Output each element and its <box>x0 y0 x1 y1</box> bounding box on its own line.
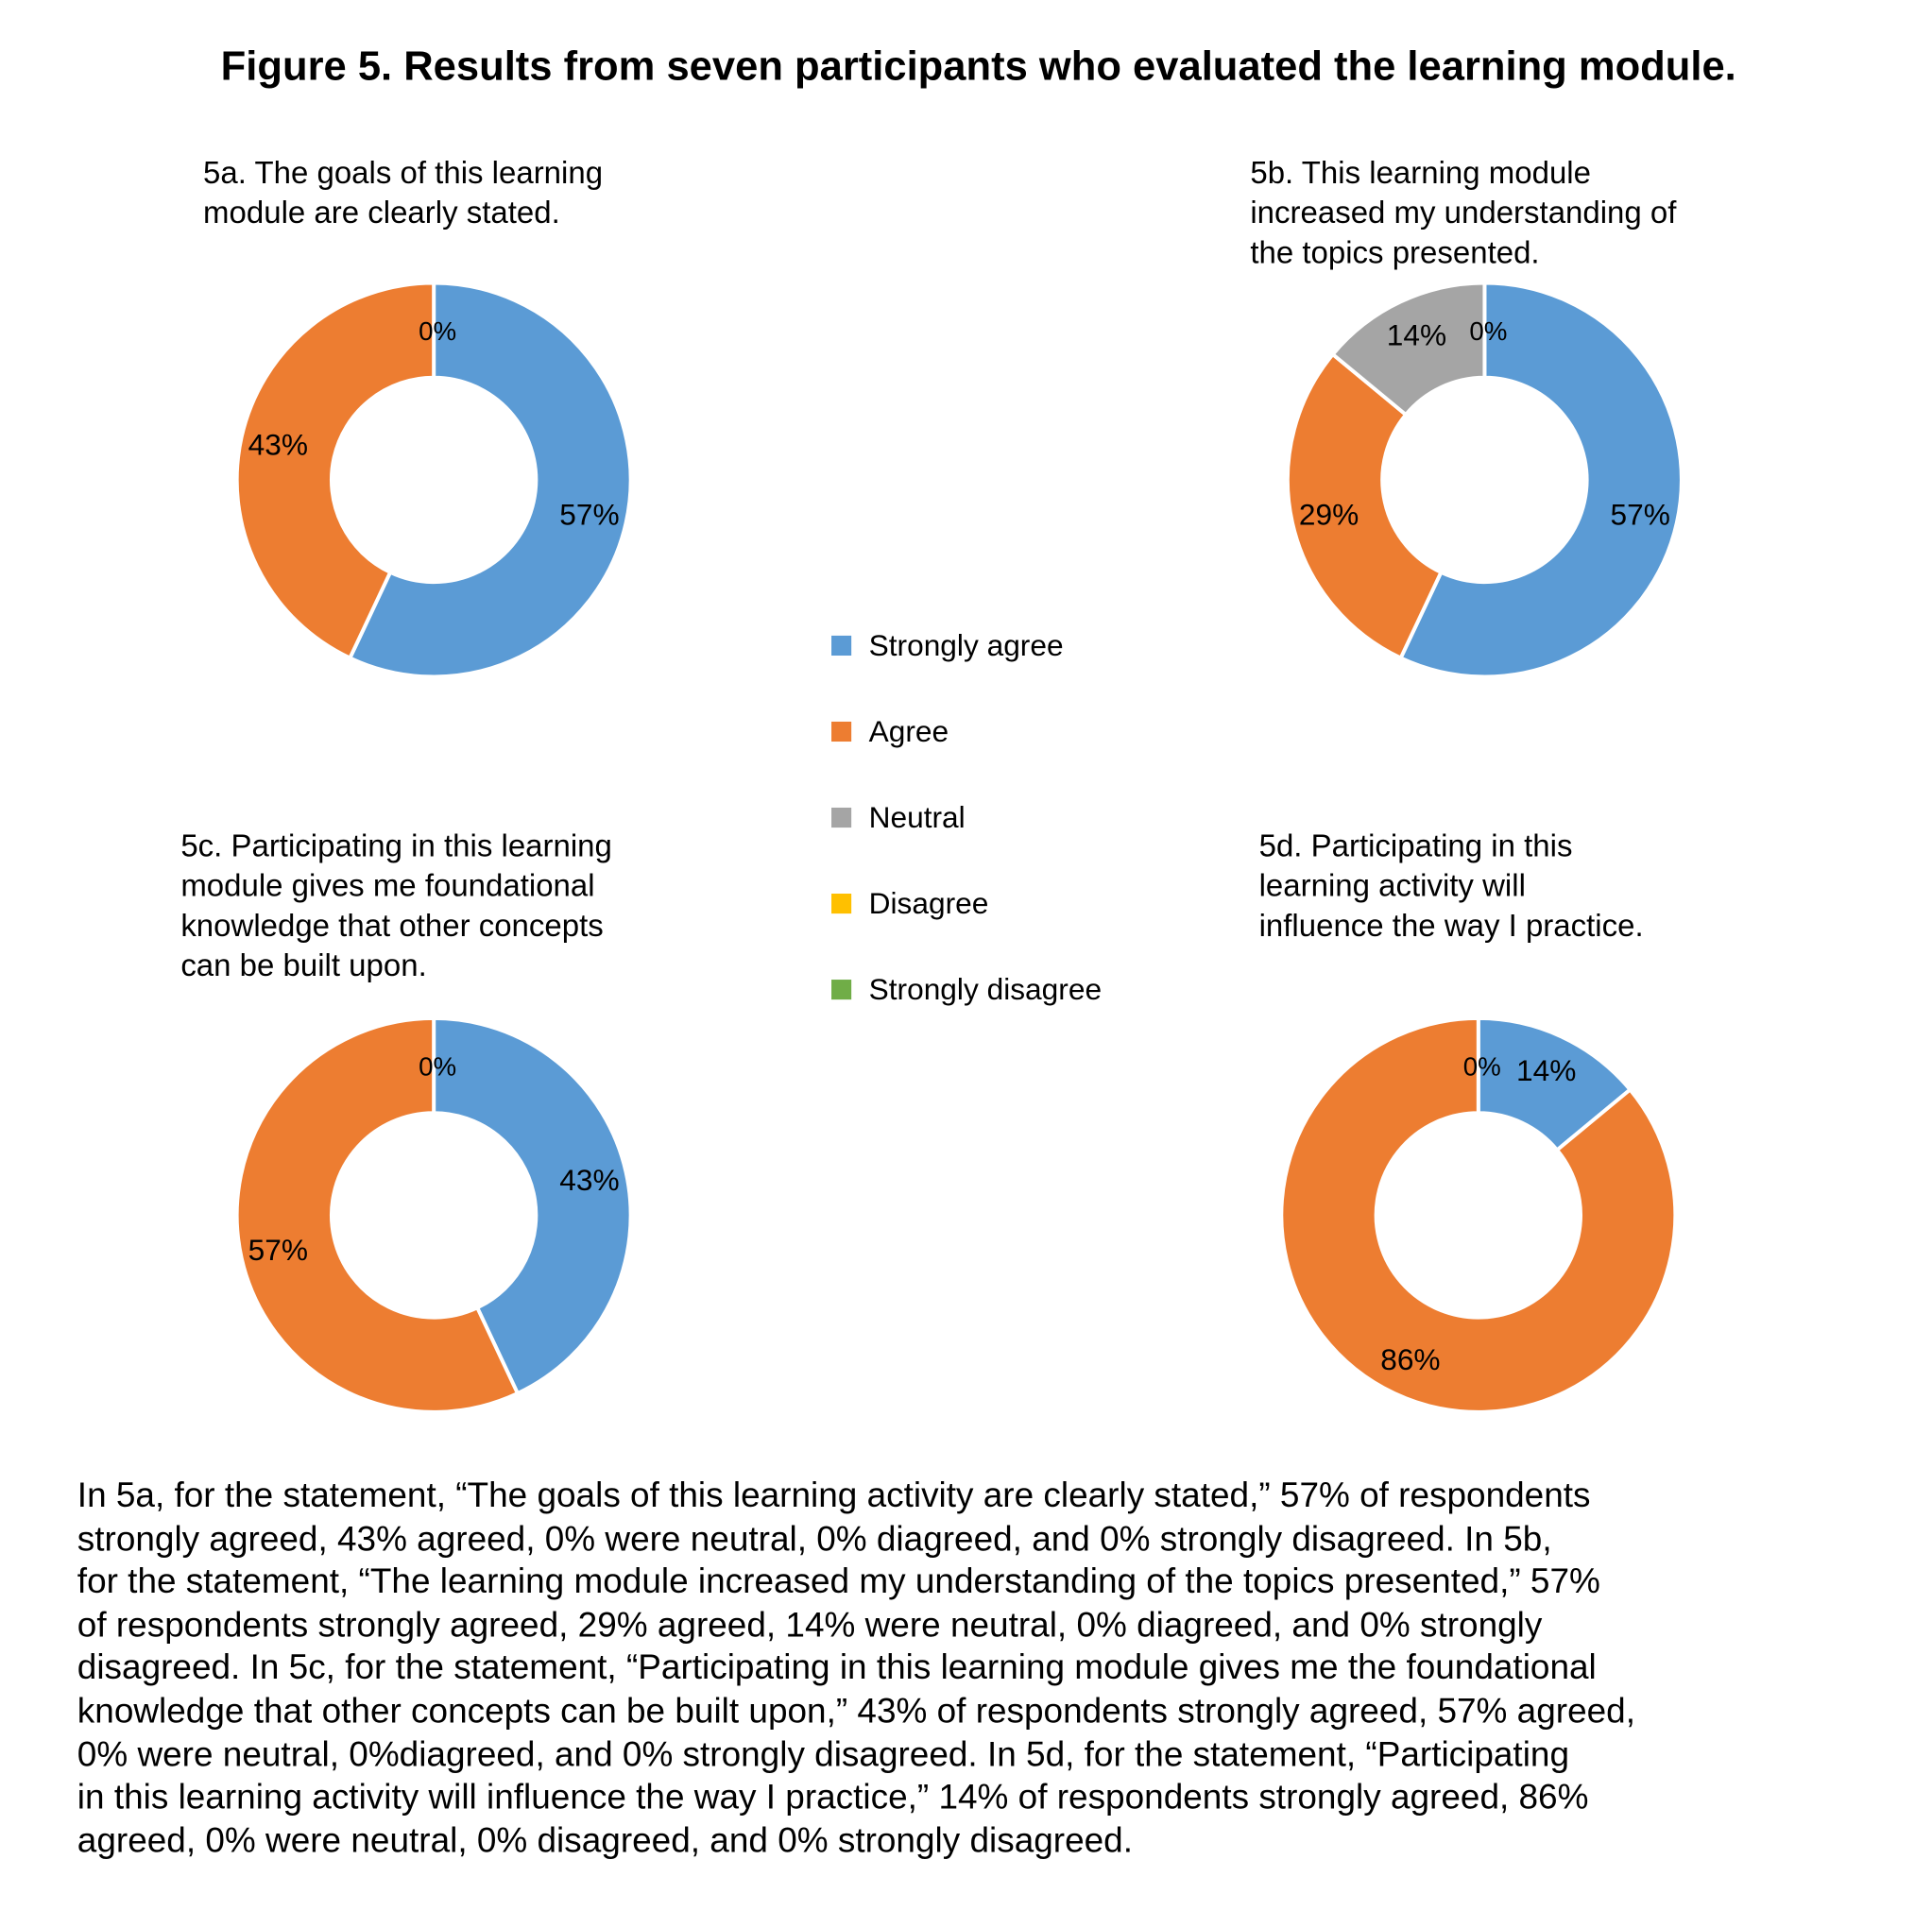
paragraph-line: for the statement, “The learning module … <box>77 1561 1600 1601</box>
title-line: 5d. Participating in this <box>1258 828 1573 864</box>
donut-slice-strongly-agree <box>1398 281 1684 679</box>
paragraph-line: strongly agreed, 43% agreed, 0% were neu… <box>77 1518 1552 1558</box>
donut-chart-5a: 57% 43% 0% <box>234 281 633 679</box>
donut-slice-neutral <box>1329 281 1487 418</box>
paragraph-line: In 5a, for the statement, “The goals of … <box>77 1476 1591 1515</box>
figure-title: Figure 5. Results from seven participant… <box>220 42 1736 89</box>
donut-chart-5b: 57% 29% 14% 0% <box>1285 281 1684 679</box>
title-line: can be built upon. <box>180 948 427 984</box>
title-line: 5a. The goals of this learning <box>203 155 604 191</box>
donut-slice-agree <box>234 281 436 661</box>
chart-title-5b: 5b. This learning module increased my un… <box>1250 153 1676 273</box>
caption-paragraph: In 5a, for the statement, “The goals of … <box>77 1475 1635 1863</box>
title-line: module are clearly stated. <box>203 196 560 231</box>
paragraph-line: knowledge that other concepts can be bui… <box>77 1691 1635 1731</box>
chart-title-5c: 5c. Participating in this learning modul… <box>180 827 612 986</box>
data-label-neutral: 14% <box>1387 318 1446 352</box>
paragraph-line: agreed, 0% were neutral, 0% disagreed, a… <box>77 1820 1134 1860</box>
legend-label: Disagree <box>868 887 989 922</box>
donut-slice-agree <box>234 1015 521 1414</box>
title-line: increased my understanding of <box>1250 196 1677 231</box>
donut-slice-agree <box>1279 1015 1678 1414</box>
title-line: learning activity will <box>1258 868 1526 904</box>
legend-label: Strongly agree <box>868 629 1064 663</box>
title-line: influence the way I practice. <box>1258 908 1644 944</box>
data-label-zero-slices: 0% <box>419 316 456 346</box>
data-label-strongly-agree: 43% <box>559 1163 619 1197</box>
donut-slice-agree <box>1285 351 1444 661</box>
data-label-agree: 43% <box>248 428 308 462</box>
donut-chart-5c: 43% 57% 0% <box>234 1015 633 1414</box>
title-line: 5c. Participating in this learning <box>180 828 612 864</box>
legend-label: Strongly disagree <box>868 973 1103 1008</box>
data-label-agree: 57% <box>248 1233 308 1267</box>
legend-label: Agree <box>868 715 949 749</box>
title-line: knowledge that other concepts <box>180 908 604 944</box>
donut-slice-strongly-agree <box>1476 1015 1633 1153</box>
legend-label: Neutral <box>868 801 966 835</box>
legend-swatch <box>831 807 852 828</box>
donut-slice-strongly-agree <box>347 281 633 679</box>
title-line: 5b. This learning module <box>1250 155 1591 191</box>
data-label-zero-slices: 0% <box>1463 1052 1501 1082</box>
title-line: module gives me foundational <box>180 868 595 904</box>
donut-slice-strongly-agree <box>432 1015 633 1396</box>
paragraph-line: 0% were neutral, 0%diagreed, and 0% stro… <box>77 1734 1570 1773</box>
legend-swatch <box>831 894 852 914</box>
data-label-agree: 86% <box>1380 1342 1440 1376</box>
data-label-strongly-agree: 57% <box>1611 497 1670 531</box>
paragraph-line: disagreed. In 5c, for the statement, “Pa… <box>77 1647 1597 1687</box>
paragraph-line: in this learning activity will influence… <box>77 1777 1589 1817</box>
legend-swatch <box>831 721 852 742</box>
data-label-agree: 29% <box>1299 497 1359 531</box>
data-label-strongly-agree: 14% <box>1516 1053 1576 1087</box>
donut-chart-5d: 14% 86% 0% <box>1279 1015 1678 1414</box>
paragraph-line: of respondents strongly agreed, 29% agre… <box>77 1605 1543 1644</box>
legend-swatch <box>831 635 852 657</box>
data-label-zero-slices: 0% <box>419 1052 456 1082</box>
chart-title-5a: 5a. The goals of this learning module ar… <box>203 153 603 232</box>
chart-title-5d: 5d. Participating in this learning activ… <box>1259 827 1644 947</box>
title-line: the topics presented. <box>1250 235 1540 271</box>
legend-swatch <box>831 980 852 1000</box>
data-label-zero-slices: 0% <box>1469 316 1507 346</box>
data-label-strongly-agree: 57% <box>559 497 619 531</box>
